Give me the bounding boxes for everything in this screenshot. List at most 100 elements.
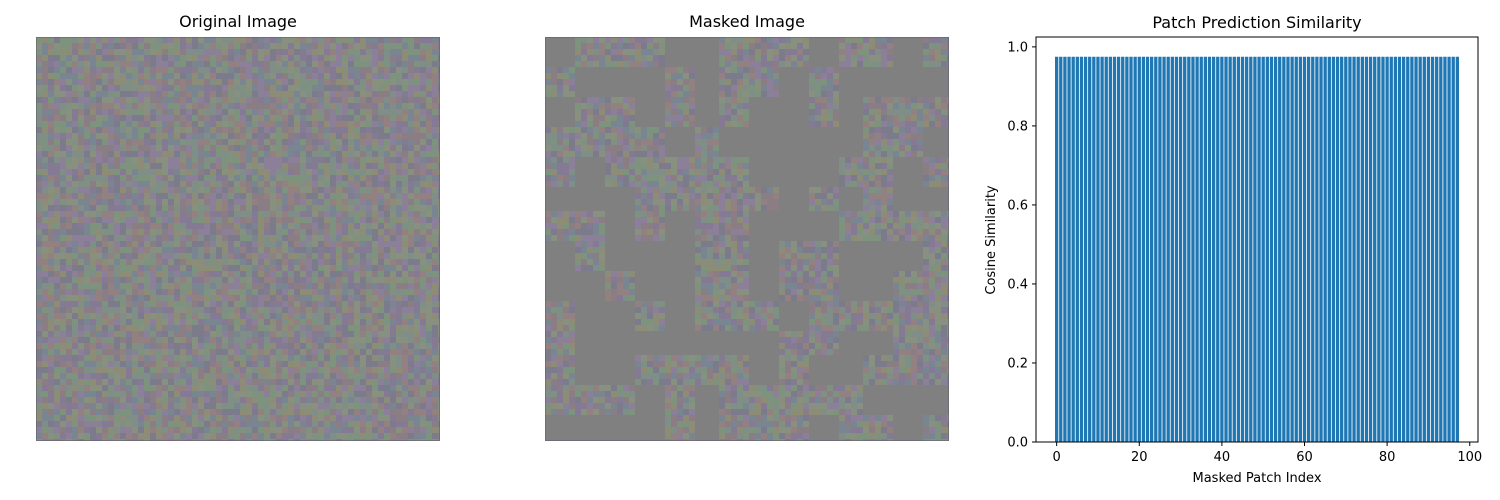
bar-95 bbox=[1447, 56, 1451, 442]
y-tick-label-1: 0.2 bbox=[1007, 356, 1028, 371]
bar-45 bbox=[1240, 56, 1245, 442]
bar-59 bbox=[1298, 56, 1303, 442]
y-tick-label-2: 0.4 bbox=[1007, 277, 1028, 292]
x-tick-label-3: 60 bbox=[1296, 450, 1313, 465]
bar-81 bbox=[1389, 56, 1393, 442]
bar-80 bbox=[1385, 56, 1389, 442]
axes-group: 0 20 40 60 80 100 0.0 0.2 0.4 0.6 0.8 1.0 bbox=[1007, 36, 1482, 465]
bar-60 bbox=[1302, 56, 1307, 442]
bar-88 bbox=[1418, 56, 1422, 442]
bar-5 bbox=[1075, 56, 1079, 442]
bar-93 bbox=[1439, 56, 1443, 442]
bar-42 bbox=[1228, 56, 1232, 442]
x-tick-label-5: 100 bbox=[1457, 450, 1482, 465]
bar-46 bbox=[1245, 56, 1249, 442]
bar-19 bbox=[1133, 56, 1137, 442]
bar-15 bbox=[1116, 56, 1121, 442]
x-tick-label-1: 20 bbox=[1131, 450, 1148, 465]
bar-96 bbox=[1451, 56, 1455, 442]
bar-2 bbox=[1063, 56, 1067, 442]
bar-53 bbox=[1273, 56, 1278, 442]
bar-26 bbox=[1162, 56, 1166, 442]
x-tick-label-0: 0 bbox=[1053, 450, 1061, 465]
bar-8 bbox=[1088, 56, 1092, 442]
bar-52 bbox=[1269, 56, 1274, 442]
bar-13 bbox=[1108, 56, 1113, 442]
original-image-title: Original Image bbox=[179, 12, 297, 31]
bars-group bbox=[1055, 56, 1459, 442]
bar-77 bbox=[1373, 56, 1377, 442]
bar-84 bbox=[1401, 56, 1406, 442]
bar-90 bbox=[1426, 56, 1431, 442]
masked-image bbox=[545, 37, 949, 441]
y-axis-label: Cosine Similarity bbox=[984, 185, 999, 295]
bar-38 bbox=[1211, 56, 1216, 442]
bar-17 bbox=[1125, 56, 1129, 442]
bar-78 bbox=[1377, 56, 1381, 442]
bar-32 bbox=[1187, 56, 1191, 442]
bar-12 bbox=[1104, 56, 1108, 442]
bar-71 bbox=[1348, 56, 1352, 442]
bar-64 bbox=[1319, 56, 1323, 442]
bar-85 bbox=[1406, 56, 1410, 442]
bar-76 bbox=[1368, 56, 1373, 442]
bar-21 bbox=[1141, 56, 1146, 442]
chart-title: Patch Prediction Similarity bbox=[1152, 13, 1361, 32]
bar-68 bbox=[1335, 56, 1340, 442]
x-tick-label-4: 80 bbox=[1379, 450, 1396, 465]
bar-33 bbox=[1191, 56, 1195, 442]
bar-48 bbox=[1253, 56, 1257, 442]
bar-55 bbox=[1282, 56, 1286, 442]
bar-51 bbox=[1265, 56, 1269, 442]
bar-70 bbox=[1344, 56, 1348, 442]
bar-1 bbox=[1059, 56, 1063, 442]
bar-28 bbox=[1170, 56, 1174, 442]
bar-24 bbox=[1154, 56, 1158, 442]
bar-7 bbox=[1083, 56, 1088, 442]
bar-89 bbox=[1422, 56, 1426, 442]
bar-35 bbox=[1199, 56, 1203, 442]
bar-41 bbox=[1224, 56, 1228, 442]
bar-3 bbox=[1067, 56, 1071, 442]
bar-25 bbox=[1158, 56, 1162, 442]
bar-65 bbox=[1323, 56, 1327, 442]
bar-91 bbox=[1430, 56, 1435, 442]
y-tick-label-0: 0.0 bbox=[1007, 436, 1028, 451]
bar-67 bbox=[1331, 56, 1336, 442]
y-tick-label-4: 0.8 bbox=[1007, 119, 1028, 134]
bar-50 bbox=[1261, 56, 1265, 442]
bar-9 bbox=[1092, 56, 1096, 442]
bar-29 bbox=[1174, 56, 1179, 442]
bar-22 bbox=[1145, 56, 1150, 442]
bar-30 bbox=[1178, 56, 1183, 442]
bar-43 bbox=[1232, 56, 1236, 442]
bar-37 bbox=[1207, 56, 1212, 442]
bar-86 bbox=[1410, 56, 1414, 442]
bar-69 bbox=[1340, 56, 1344, 442]
bar-6 bbox=[1079, 56, 1084, 442]
bar-10 bbox=[1096, 56, 1100, 442]
bar-54 bbox=[1278, 56, 1282, 442]
bar-20 bbox=[1137, 56, 1141, 442]
bar-39 bbox=[1216, 56, 1220, 442]
bar-58 bbox=[1294, 56, 1298, 442]
bar-72 bbox=[1352, 56, 1356, 442]
bar-44 bbox=[1236, 56, 1241, 442]
bar-34 bbox=[1195, 56, 1199, 442]
bar-74 bbox=[1360, 56, 1364, 442]
bar-47 bbox=[1249, 56, 1253, 442]
bar-18 bbox=[1129, 56, 1133, 442]
bar-63 bbox=[1315, 56, 1319, 442]
plot-frame bbox=[1035, 36, 1479, 443]
bar-4 bbox=[1071, 56, 1075, 442]
bar-49 bbox=[1257, 56, 1261, 442]
bar-56 bbox=[1286, 56, 1290, 442]
x-axis-label: Masked Patch Index bbox=[1192, 471, 1321, 486]
bar-40 bbox=[1220, 56, 1224, 442]
bar-66 bbox=[1327, 56, 1331, 442]
bar-16 bbox=[1121, 56, 1125, 442]
bar-23 bbox=[1150, 56, 1154, 442]
bar-94 bbox=[1443, 56, 1447, 442]
bar-61 bbox=[1306, 56, 1311, 442]
